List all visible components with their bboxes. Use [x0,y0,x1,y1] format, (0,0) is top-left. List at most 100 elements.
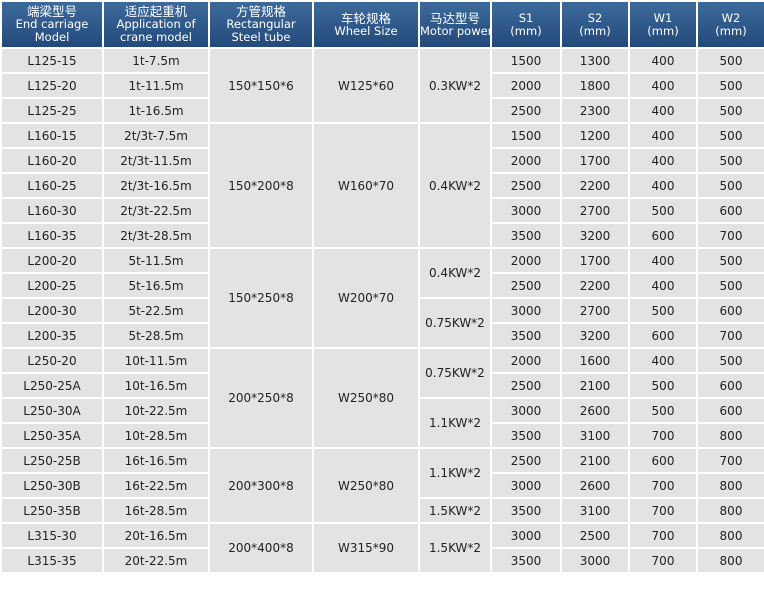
header-text: 马达型号 [429,10,480,26]
header-cell: W2 (mm) [696,0,764,49]
header-text: 适应起重机 [124,4,188,19]
table-row: L250-20 10t-11.5m 200*250*8 W250*80 0.75KW*2… [0,347,764,449]
header-text: Motor power [420,23,491,38]
table-cell: W160*70 [312,122,420,249]
table-cell: 700 [628,547,698,574]
table-cell: 150*150*6 [208,47,314,124]
table-cell: 1600 [560,347,630,374]
table-cell: 0.75KW*2 [418,297,492,349]
table-cell: 16t-22.5m [102,472,210,499]
table-cell: 2100 [560,447,630,474]
table-cell: 700 [696,447,764,474]
table-cell: 2t/3t-11.5m [102,147,210,174]
table-cell: 2t/3t-16.5m [102,172,210,199]
table-cell: 1t-7.5m [102,47,210,74]
table-cell: 500 [628,397,698,424]
table-cell: W200*70 [312,247,420,349]
table-cell: 1500 [490,47,562,74]
table-body: L125-15 1t-7.5m 150*150*6 W125*60 0.3KW*2 150… [0,47,764,574]
table-cell: L160-15 [0,122,104,149]
table-cell: 400 [628,172,698,199]
header-text: End carriage [15,17,89,31]
table-cell: 700 [628,472,698,499]
table-row: L200-35 5t-28.5m 3500 3200 600 700 [0,322,764,349]
table-cell: 16t-28.5m [102,497,210,524]
table-cell: L250-20 [0,347,104,374]
table-cell: 0.4KW*2 [418,247,492,299]
table-cell: 400 [628,247,698,274]
table-cell: 800 [696,422,764,449]
table-cell: 500 [696,122,764,149]
table-row: L125-20 1t-11.5m 2000 1800 400 500 [0,72,764,99]
table-cell: 1200 [560,122,630,149]
table-cell: W250*80 [312,447,420,524]
table-cell: 3500 [490,322,562,349]
table-cell: 5t-16.5m [102,272,210,299]
table-cell: L250-35B [0,497,104,524]
table-cell: 2200 [560,272,630,299]
table-cell: 2t/3t-28.5m [102,222,210,249]
header-text: Model [34,30,70,44]
table-cell: 600 [696,397,764,424]
table-cell: 2t/3t-22.5m [102,197,210,224]
table-cell: 1500 [490,122,562,149]
table-cell: 600 [628,447,698,474]
table-cell: 600 [696,372,764,399]
table-cell: 2500 [490,97,562,124]
table-cell: 800 [696,547,764,574]
table-cell: 800 [696,497,764,524]
header-text: 车轮规格 [340,10,391,26]
header-cell: 马达型号 Motor power [418,0,492,49]
header-text: S2 [587,10,603,25]
header-text: 端梁型号 [26,4,77,19]
header-cell: W1 (mm) [628,0,698,49]
table-cell: L250-35A [0,422,104,449]
table-cell: 2200 [560,172,630,199]
table-cell: 500 [628,372,698,399]
table-cell: 600 [696,197,764,224]
header-text: 方管规格 [235,4,286,19]
table-cell: 1700 [560,147,630,174]
table-row: L160-15 2t/3t-7.5m 150*200*8 W160*70 0.4KW*2… [0,122,764,249]
table-cell: L200-35 [0,322,104,349]
header-text: (mm) [715,23,747,38]
table-row: L250-35A 10t-28.5m 3500 3100 700 800 [0,422,764,449]
table-cell: L125-15 [0,47,104,74]
table-cell: 700 [628,497,698,524]
table-cell: 2500 [560,522,630,549]
table-cell: 1300 [560,47,630,74]
table-cell: L250-30A [0,397,104,424]
table-cell: 500 [628,197,698,224]
header-cell: S2 (mm) [560,0,630,49]
table-cell: 3000 [560,547,630,574]
table-cell: 500 [628,297,698,324]
table-cell: 3200 [560,322,630,349]
table-cell: 400 [628,347,698,374]
table-cell: 2300 [560,97,630,124]
header-text: (mm) [579,23,611,38]
table-cell: L250-25B [0,447,104,474]
table-cell: 1.5KW*2 [418,522,492,574]
table-cell: 1800 [560,72,630,99]
header-cell: 方管规格 Rectangular Steel tube [208,0,314,49]
table-cell: L160-25 [0,172,104,199]
table-cell: 0.75KW*2 [418,347,492,399]
spec-table: 端梁型号 End carriage Model 适应起重机 Application of… [0,0,764,574]
table-cell: 20t-22.5m [102,547,210,574]
table-row: L315-30 20t-16.5m 200*400*8 W315*90 1.5KW*2 3… [0,522,764,574]
table-cell: 2500 [490,447,562,474]
table-row: L160-35 2t/3t-28.5m 3500 3200 600 700 [0,222,764,249]
header-row: 端梁型号 End carriage Model 适应起重机 Application of… [0,0,764,49]
table-cell: 400 [628,47,698,74]
header-text: (mm) [510,23,542,38]
table-cell: 10t-22.5m [102,397,210,424]
table-cell: L160-20 [0,147,104,174]
table-cell: 2500 [490,172,562,199]
table-cell: 3500 [490,422,562,449]
header-text: Steel tube [231,30,291,44]
table-cell: 2600 [560,472,630,499]
table-cell: 1t-11.5m [102,72,210,99]
table-cell: 3100 [560,422,630,449]
table-cell: 500 [696,172,764,199]
